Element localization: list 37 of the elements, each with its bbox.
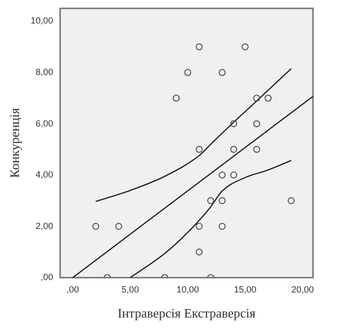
x-tick-label: 20,00 bbox=[291, 284, 314, 294]
point bbox=[184, 68, 192, 76]
y-tick-label: ,00 bbox=[40, 272, 54, 282]
point bbox=[264, 94, 272, 102]
point bbox=[218, 68, 226, 76]
y-tick-label: 4,00 bbox=[36, 170, 54, 180]
point bbox=[288, 197, 295, 204]
y-tick-label: 8,00 bbox=[36, 66, 54, 77]
point bbox=[196, 146, 203, 153]
line-series bbox=[130, 160, 292, 278]
point bbox=[218, 222, 226, 230]
point bbox=[230, 146, 238, 153]
x-axis-title: Інтраверсія Екстраверсія bbox=[118, 306, 256, 321]
x-tick-label: ,00 bbox=[66, 284, 80, 294]
y-axis-title: Конкуренція bbox=[7, 108, 22, 178]
x-tick-label: 10,00 bbox=[176, 284, 199, 294]
y-tick-label: 2,00 bbox=[36, 220, 54, 231]
point bbox=[253, 120, 260, 128]
y-tick-label: 10,00 bbox=[30, 16, 54, 26]
x-tick-label: 5,00 bbox=[121, 284, 140, 294]
point bbox=[172, 94, 180, 102]
point bbox=[115, 222, 122, 230]
y-tick-label: 6,00 bbox=[36, 118, 54, 128]
point bbox=[196, 43, 203, 50]
point bbox=[196, 248, 203, 256]
point bbox=[196, 222, 203, 230]
line-series bbox=[95, 68, 292, 202]
x-tick-label: 15,00 bbox=[234, 284, 256, 294]
point bbox=[242, 43, 249, 50]
point bbox=[230, 120, 238, 128]
point bbox=[253, 94, 260, 102]
point bbox=[218, 197, 226, 204]
point bbox=[218, 172, 226, 179]
point bbox=[253, 146, 260, 153]
point bbox=[207, 197, 214, 204]
point bbox=[92, 222, 100, 230]
point bbox=[230, 172, 238, 179]
